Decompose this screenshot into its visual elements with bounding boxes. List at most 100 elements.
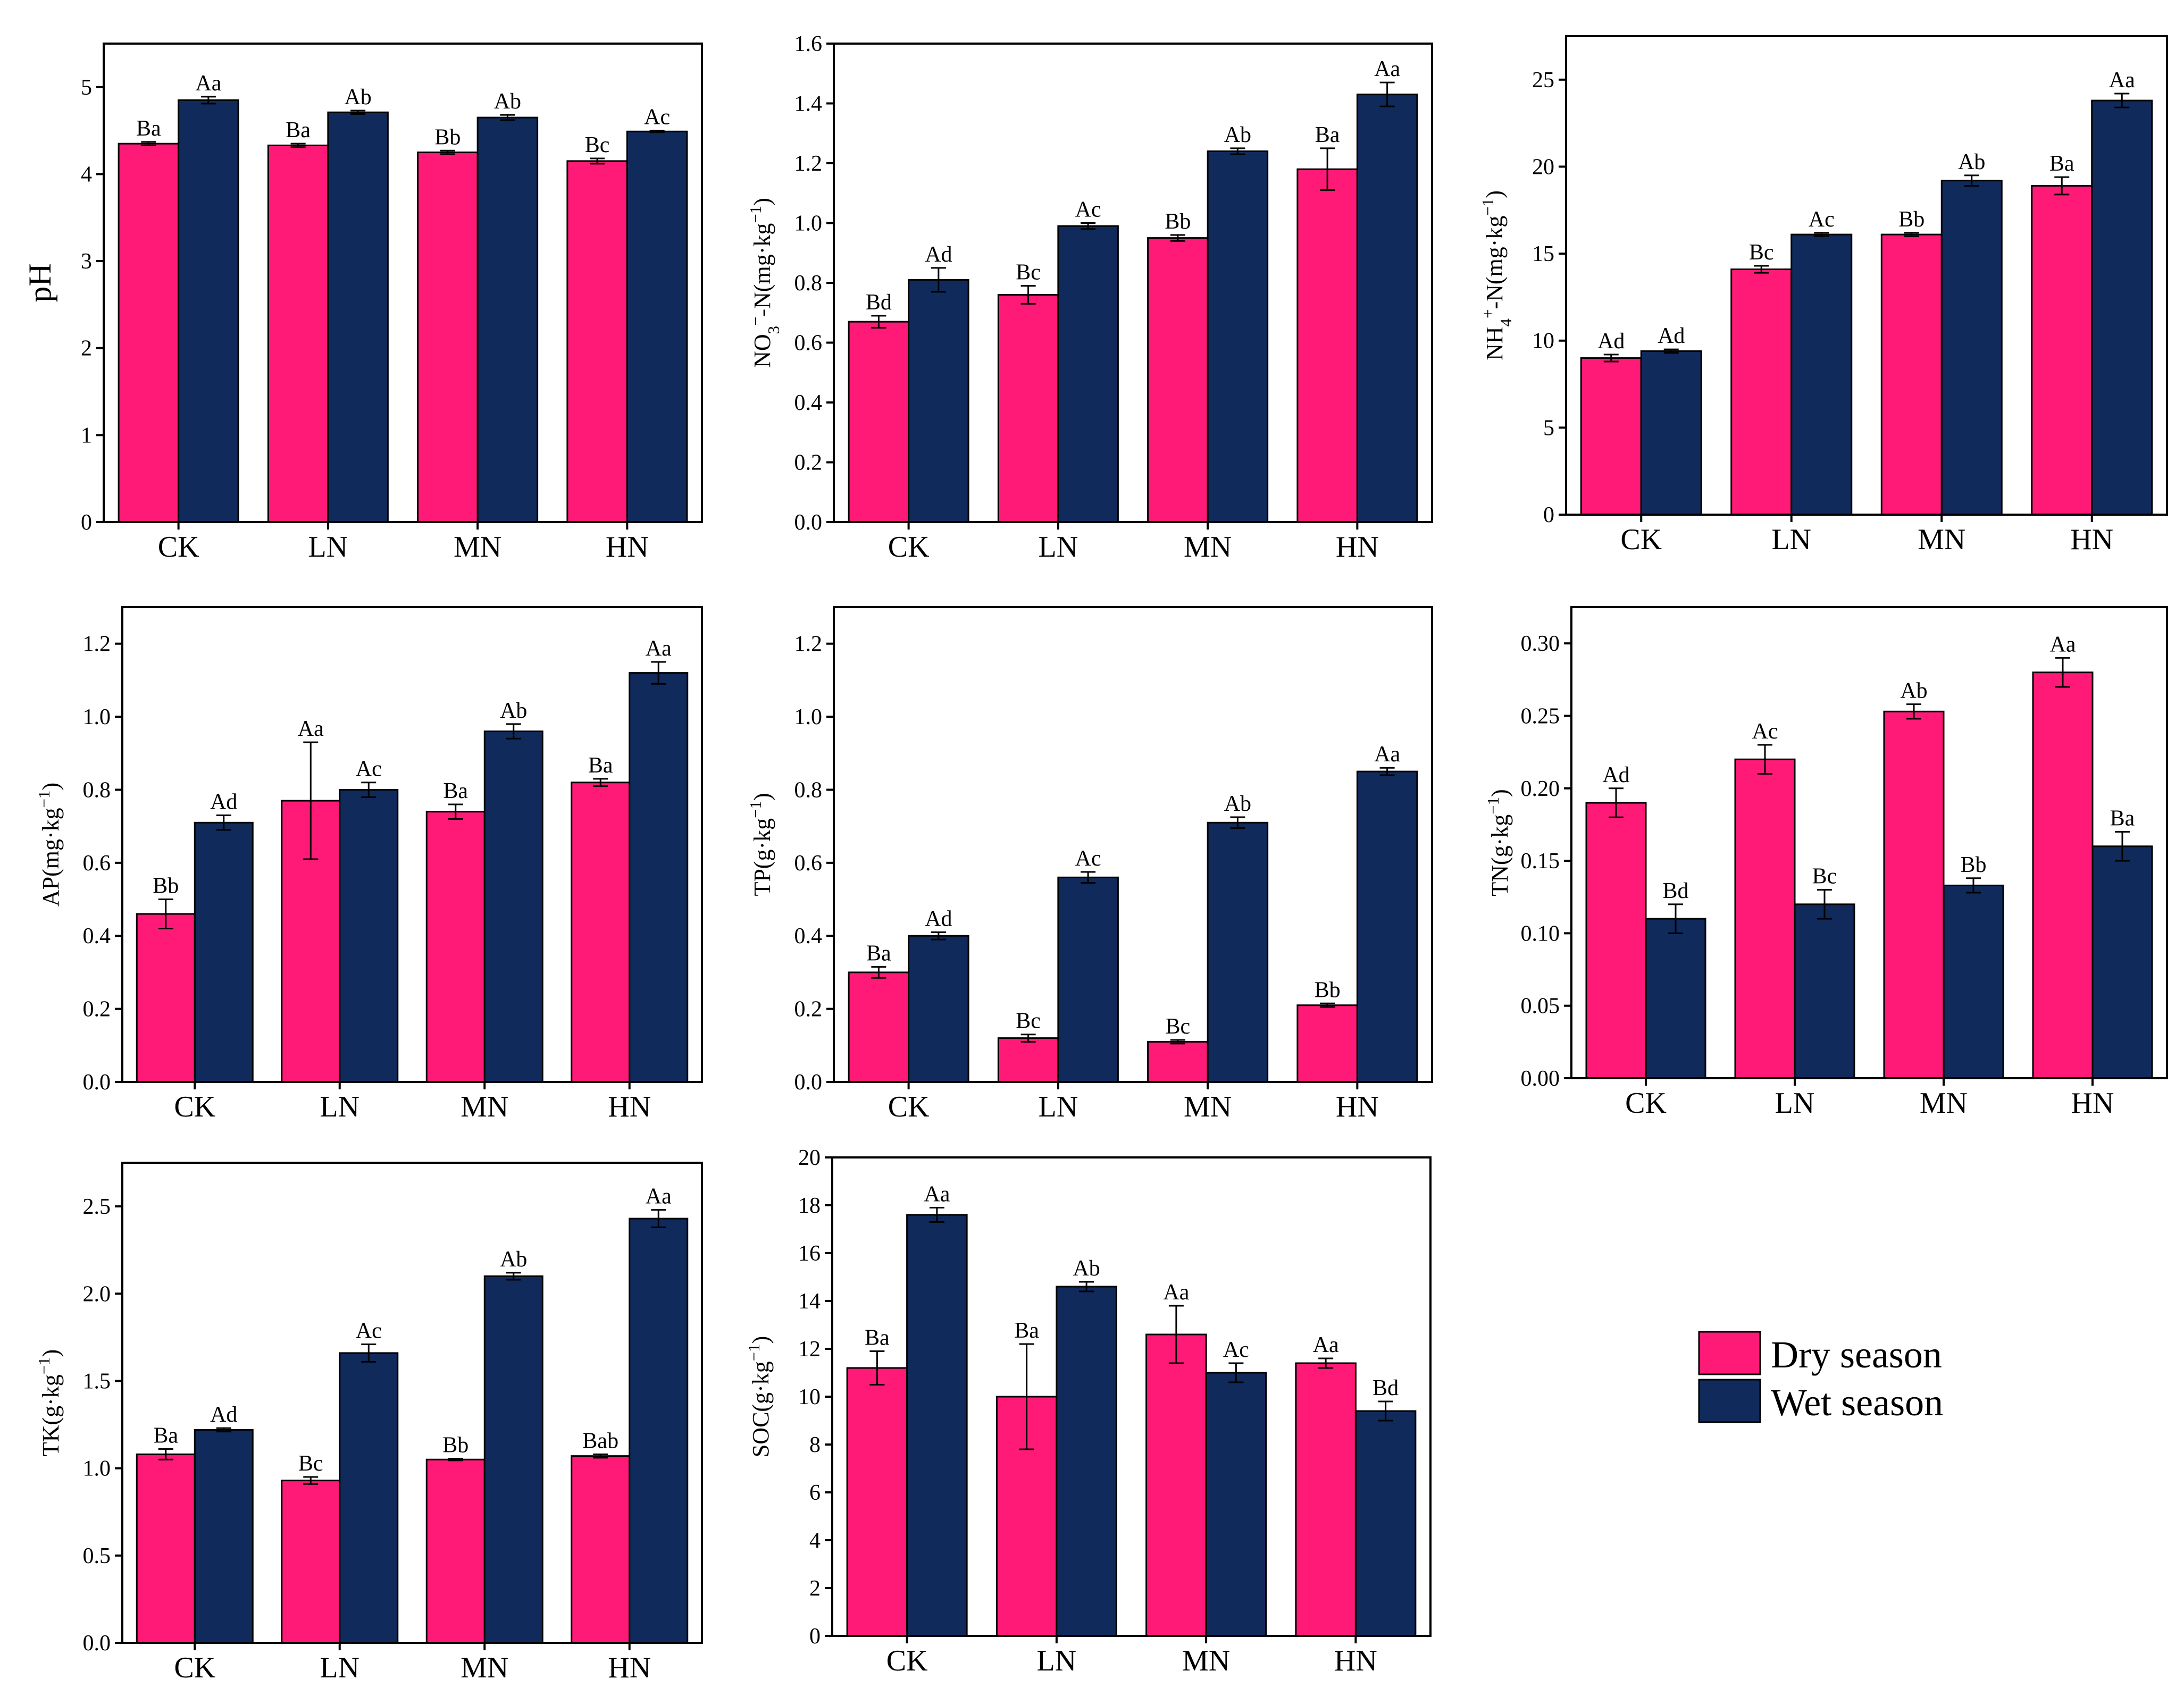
sig-label-dry-mn: Bb: [434, 125, 461, 149]
plot-frame: [103, 43, 703, 523]
y-tick-label: 12: [798, 1337, 821, 1362]
bar-wet-mn: [483, 1275, 543, 1644]
bar-wet-ck: [908, 935, 969, 1083]
error-bar-wet-hn: [2115, 831, 2130, 862]
error-bar-wet-ck: [200, 96, 216, 105]
plot-frame: [833, 606, 1433, 1083]
bar-wet-hn: [2091, 99, 2153, 516]
error-bar-dry-mn: [440, 149, 455, 155]
error-bar-dry-ck: [869, 1350, 885, 1386]
sig-label-dry-ck: Ad: [1597, 329, 1625, 354]
error-bar-wet-ck: [216, 815, 231, 831]
error-bar-wet-ln: [1079, 1281, 1094, 1292]
error-bar-dry-ln: [303, 741, 319, 860]
y-tick-label: 1.5: [83, 1369, 111, 1393]
sig-label-wet-mn: Ab: [494, 89, 521, 114]
bar-wet-ln: [1057, 225, 1119, 523]
bar-wet-ck: [1645, 918, 1706, 1079]
sig-label-wet-mn: Bb: [1960, 853, 1986, 877]
bar-dry-mn: [425, 811, 486, 1083]
error-bar-dry-hn: [1320, 147, 1335, 191]
error-bar-wet-ck: [216, 1427, 231, 1433]
y-axis-label: TN(g·kg−1): [1484, 789, 1513, 896]
y-tick-label: 16: [798, 1241, 821, 1266]
bar-wet-hn: [1356, 94, 1418, 523]
error-bar-wet-ck: [1663, 348, 1679, 354]
sig-label-dry-mn: Bb: [442, 1433, 468, 1458]
y-tick-label: 1.4: [794, 92, 823, 116]
bar-dry-ck: [1580, 357, 1642, 516]
bar-wet-mn: [1207, 821, 1269, 1083]
y-tick-label: 1.0: [794, 705, 823, 729]
sig-label-wet-hn: Ba: [2110, 807, 2135, 831]
x-tick-label-mn: MN: [1184, 1090, 1232, 1123]
error-bar-wet-ln: [1817, 889, 1832, 920]
error-bar-wet-mn: [1230, 147, 1245, 155]
sig-label-dry-ck: Ad: [1602, 763, 1629, 787]
y-tick-label: 8: [809, 1433, 821, 1457]
error-bar-dry-mn: [1168, 1305, 1184, 1364]
sig-label-dry-ck: Bb: [153, 874, 179, 899]
error-bar-wet-mn: [1964, 174, 1979, 187]
y-tick-label: 5: [1543, 416, 1554, 440]
error-bar-dry-ln: [303, 1476, 319, 1485]
panel-nh4-n: Ad Ad CK Bc Ac LN Bb Ab MN Ba Aa HN 0 5 10 15 20 25 NH4+-N…: [1479, 35, 2168, 556]
sig-label-dry-ck: Ba: [865, 1326, 890, 1350]
sig-label-wet-hn: Ac: [644, 105, 670, 130]
sig-label-dry-hn: Bc: [585, 133, 610, 157]
sig-label-wet-ln: Ac: [356, 757, 382, 782]
legend-label-dry: Dry season: [1771, 1333, 1942, 1376]
sig-label-wet-hn: Aa: [2109, 68, 2135, 93]
sig-label-wet-ck: Ad: [925, 242, 952, 267]
y-tick-label: 0.25: [1521, 704, 1560, 728]
bar-wet-ln: [1056, 1286, 1117, 1637]
bar-wet-ln: [1057, 876, 1119, 1083]
bar-wet-ck: [194, 821, 254, 1083]
bar-wet-hn: [629, 672, 689, 1083]
y-tick-label: 2: [81, 337, 92, 361]
bar-dry-ln: [1730, 268, 1793, 516]
error-bar-wet-hn: [1379, 767, 1395, 776]
x-tick-label-ck: CK: [886, 1644, 928, 1677]
bar-wet-mn: [1940, 180, 2003, 516]
y-tick-label: 4: [81, 162, 92, 187]
sig-label-wet-hn: Aa: [1374, 57, 1400, 81]
plot-frame: [1570, 606, 2168, 1079]
y-tick-label: 2.5: [83, 1195, 111, 1219]
sig-label-dry-ln: Bc: [1016, 1009, 1041, 1034]
x-tick-label-ck: CK: [1620, 523, 1662, 556]
y-tick-label: 0.8: [794, 778, 823, 802]
y-tick-label: 5: [81, 75, 92, 100]
x-tick-label-ln: LN: [1039, 1090, 1078, 1123]
bar-wet-ck: [194, 1429, 254, 1644]
error-bar-wet-ck: [929, 1207, 944, 1223]
bar-wet-ln: [1794, 903, 1855, 1079]
error-bar-dry-hn: [2054, 176, 2070, 196]
y-tick-label: 1: [81, 423, 92, 448]
y-tick-label: 0.8: [83, 778, 111, 802]
y-tick-label: 1.2: [794, 632, 823, 657]
bar-wet-ck: [908, 279, 969, 523]
error-bar-wet-ck: [1668, 903, 1683, 934]
error-bar-wet-hn: [1378, 1400, 1393, 1422]
error-bar-dry-ln: [1758, 744, 1772, 775]
y-tick-label: 0.5: [83, 1544, 111, 1568]
y-tick-label: 0.0: [794, 1070, 823, 1095]
bar-dry-hn: [1296, 168, 1358, 523]
error-bar-dry-ck: [1603, 354, 1619, 363]
sig-label-wet-hn: Aa: [646, 1185, 672, 1209]
y-tick-label: 0.00: [1521, 1067, 1560, 1091]
plot-frame: [121, 1162, 703, 1644]
x-tick-label-ln: LN: [320, 1651, 359, 1684]
sig-label-dry-ck: Ba: [153, 1424, 178, 1448]
error-bar-dry-mn: [1904, 232, 1919, 237]
bar-wet-mn: [476, 116, 539, 523]
error-bar-dry-ck: [871, 966, 886, 979]
sig-label-dry-ln: Aa: [298, 717, 324, 741]
y-tick-label: 2.0: [83, 1282, 111, 1306]
plot-frame: [121, 606, 703, 1083]
sig-label-wet-ck: Ad: [210, 790, 237, 815]
bar-wet-ln: [1790, 233, 1853, 516]
panel-tp: Ba Ad CK Bc Ac LN Bc Ab MN Bb Aa HN 0.0 0.2 0.4 0.6 0.8 1…: [747, 606, 1433, 1123]
